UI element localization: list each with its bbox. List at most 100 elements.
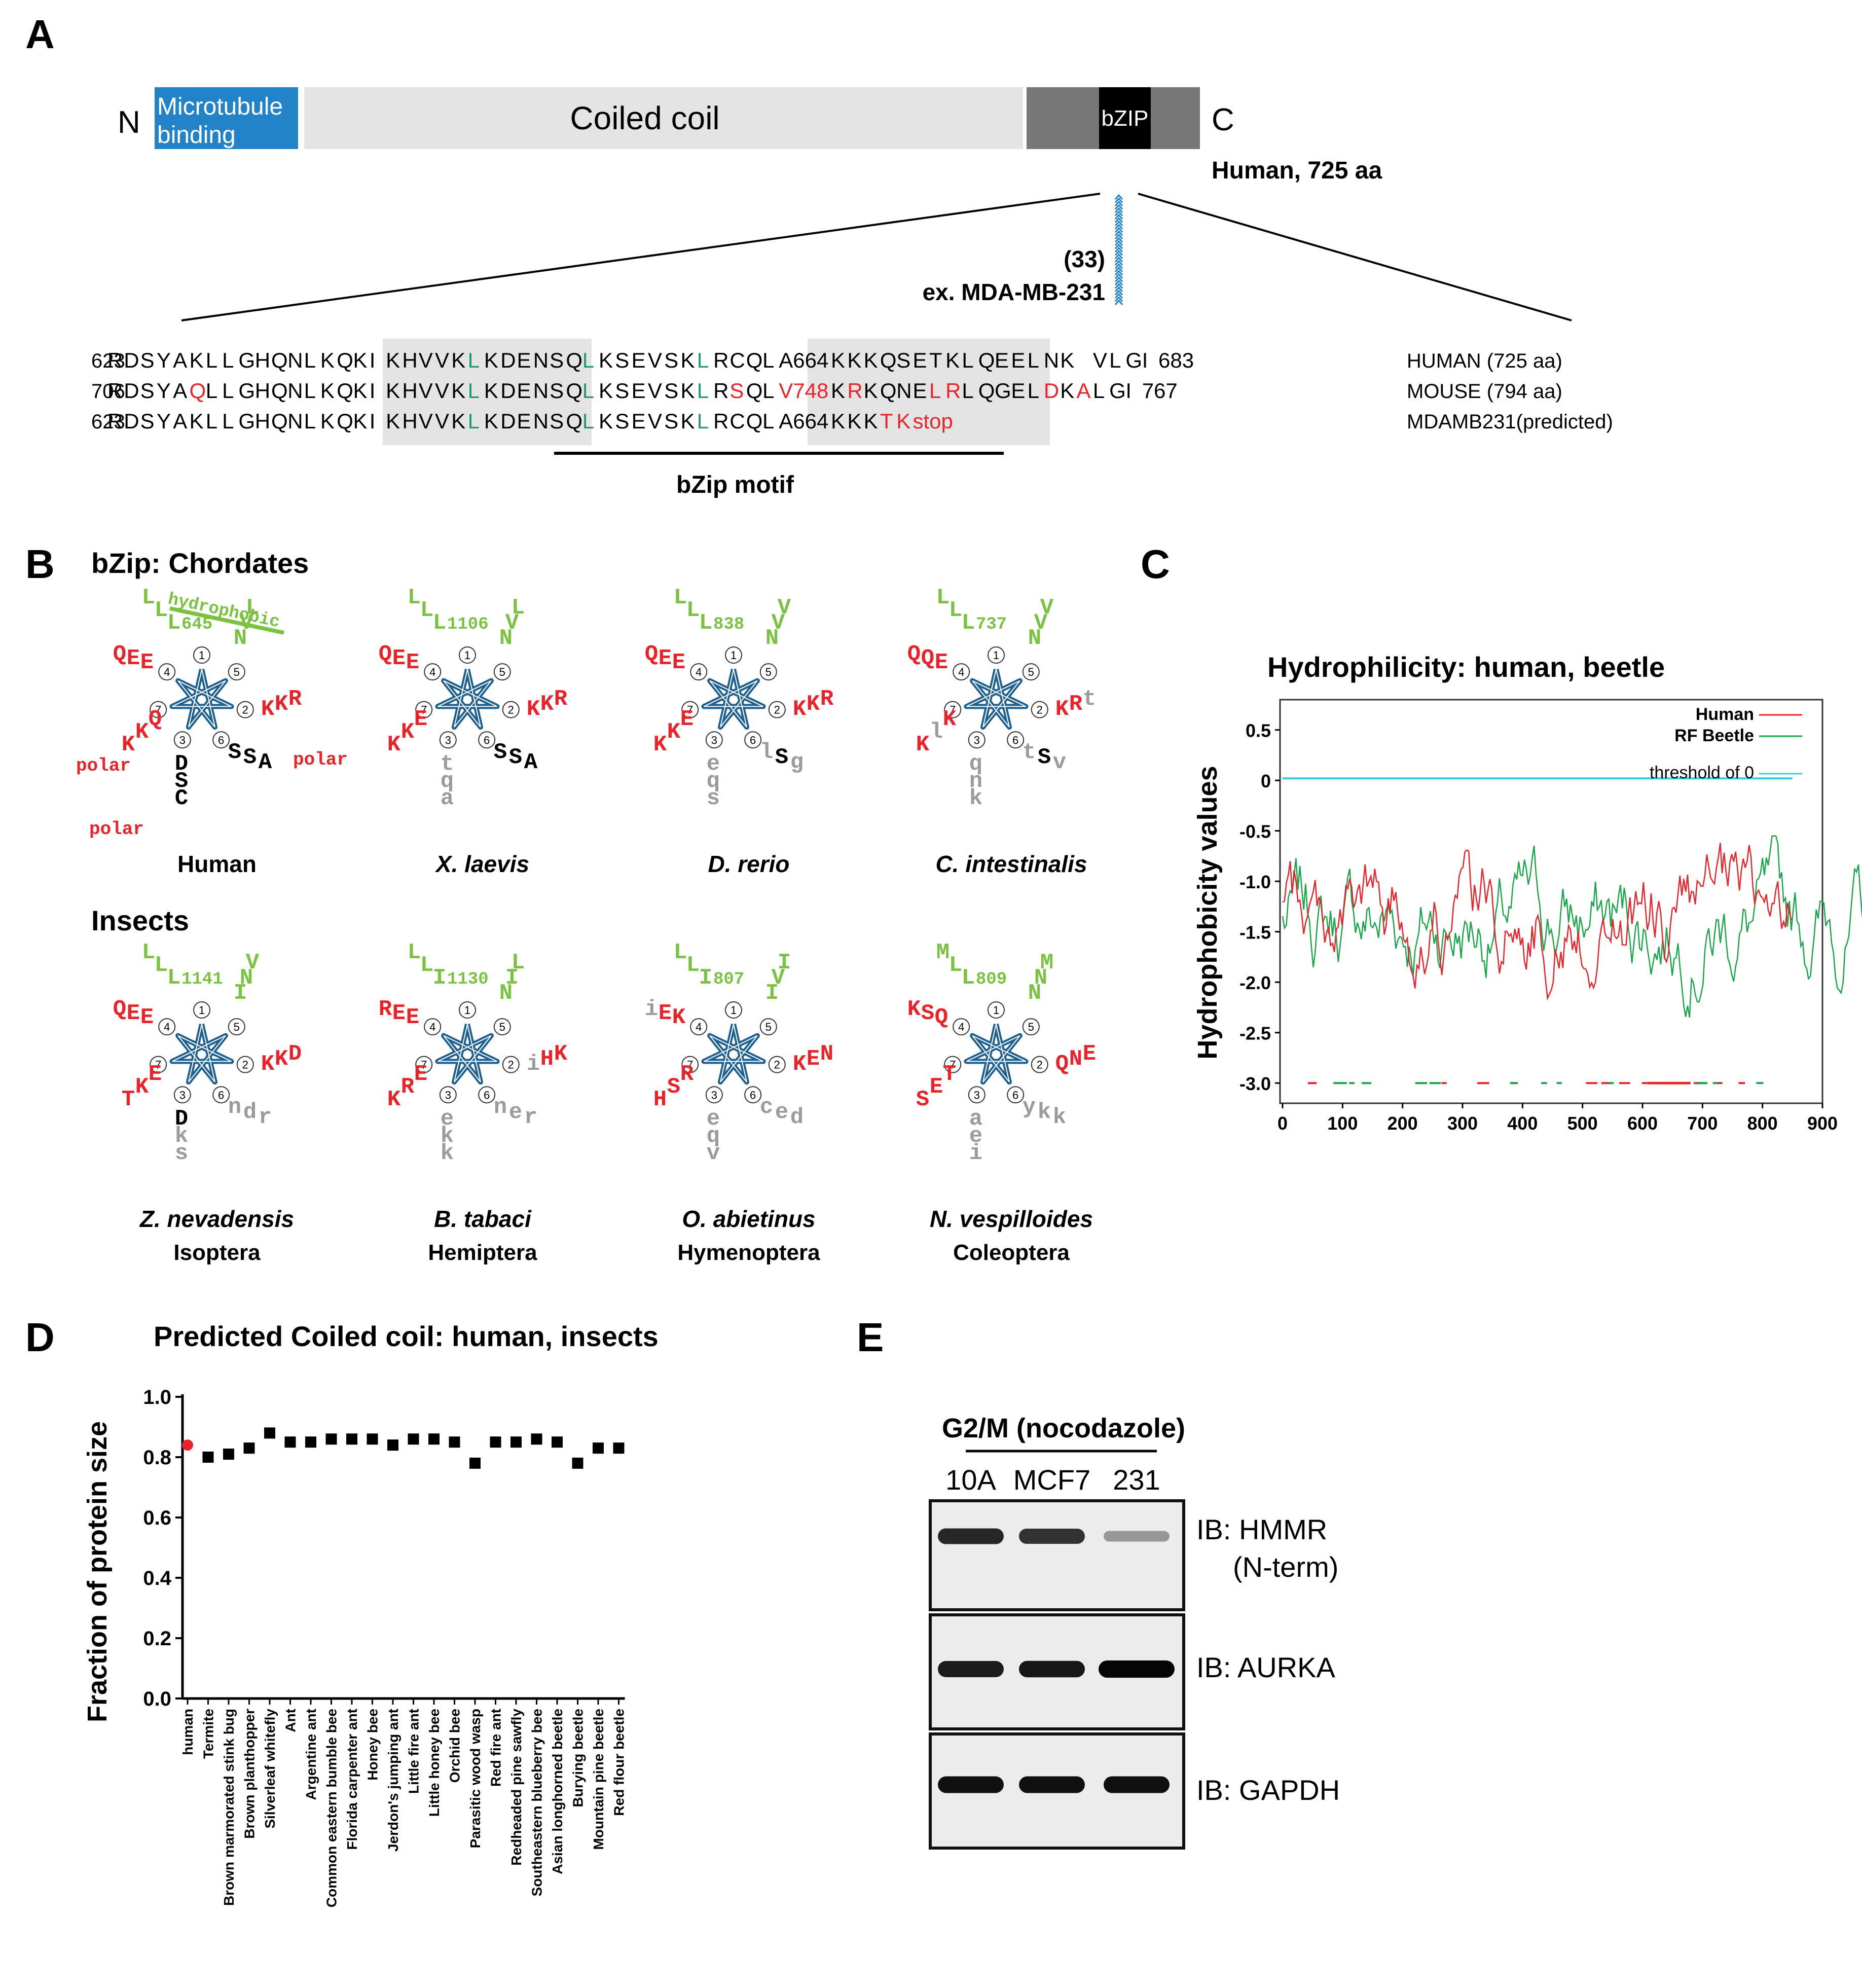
seq-residue: L — [962, 379, 973, 403]
seq-residue: N — [1044, 348, 1059, 372]
microtubule-label-1: Microtubule — [157, 93, 283, 120]
chart-d-point — [613, 1442, 625, 1454]
heptad-position-number: 2 — [508, 1059, 514, 1071]
seq-residue: Q — [746, 409, 763, 433]
seq-residue: K — [847, 409, 861, 433]
seq-residue: K — [484, 409, 498, 433]
heptad-position-circle — [193, 1001, 210, 1019]
seq-residue: N — [533, 409, 549, 433]
seq-residue: K — [353, 379, 368, 403]
heptad-position-number: 6 — [750, 734, 756, 746]
wheel-residue: Q — [113, 997, 126, 1022]
mutation-arrow — [1114, 240, 1123, 246]
heptad-position-number: 5 — [499, 1021, 505, 1033]
mutation-arrow — [1114, 257, 1123, 263]
chart-d-plot: 1.0 0.8 0.6 0.4 0.2 0.0 human Termite Brown marm… — [143, 1386, 627, 1907]
seq-residue: Q — [337, 348, 353, 372]
wheel-residue: L — [674, 585, 687, 610]
heptad-position-circle — [424, 1018, 442, 1036]
wheel-residue: D — [175, 751, 188, 777]
seq-residue: E — [632, 409, 646, 433]
mutation-arrow — [1114, 213, 1123, 220]
heptad-position-circle — [768, 701, 786, 718]
wheel-residue: L — [686, 953, 700, 978]
heptad-position-circle — [705, 1086, 723, 1104]
wheel-residue: S — [921, 1001, 934, 1026]
heptad-position-number: 2 — [774, 1059, 780, 1071]
seq-row-label: MOUSE (794 aa) — [1407, 380, 1562, 403]
helix-path — [964, 668, 1029, 730]
helix-path-inner — [437, 1024, 497, 1082]
wheel-residue: E — [659, 1001, 672, 1026]
wheel-residue: S — [1038, 745, 1051, 770]
seq-start-number: 706 — [91, 380, 125, 403]
mutation-arrow — [1114, 290, 1123, 296]
chart-d-point — [264, 1427, 275, 1439]
heptad-position-circle — [968, 1086, 985, 1104]
wheel-residue: i — [969, 1141, 982, 1166]
heptad-position-circle — [173, 1086, 191, 1104]
seq-residue: E — [517, 379, 531, 403]
seq-residue: V748 — [779, 379, 828, 403]
seq-residue: L — [582, 379, 594, 403]
helix-path — [701, 1023, 766, 1085]
mutation-arrow — [1114, 293, 1123, 299]
wheel-residue: K — [135, 1074, 149, 1100]
wheel-residue: R — [1069, 692, 1083, 717]
seq-residue: H — [255, 409, 270, 433]
chart-d-point-human — [182, 1439, 193, 1451]
wheel-residue: V — [240, 610, 253, 636]
seq-row-label: MDAMB231(predicted) — [1407, 411, 1613, 433]
legend-threshold: threshold of 0 — [1650, 763, 1754, 782]
wheel-residue: s — [175, 1141, 188, 1166]
wheel-residue: L — [949, 953, 962, 978]
seq-residue: L — [304, 409, 316, 433]
chart-d-point — [593, 1442, 604, 1454]
heptad-position-circle — [439, 1086, 457, 1104]
chart-c-xtick-label: 900 — [1807, 1113, 1838, 1134]
chart-d-point — [510, 1436, 522, 1448]
seq-residue: T — [929, 348, 942, 372]
heptad-position-number: 1 — [464, 649, 470, 662]
seq-residue: L — [1093, 379, 1105, 403]
chart-d-category-label: Asian longhorned beetle — [550, 1709, 565, 1874]
wheel-residue: S — [667, 1074, 680, 1100]
wheel-residue: e — [509, 1100, 522, 1125]
seq-residue: K — [864, 348, 878, 372]
seq-residue: N — [287, 409, 303, 433]
wheel-residue: i — [527, 1052, 540, 1077]
heptad-position-number: 5 — [765, 666, 772, 678]
chart-d-category-label: Red fire ant — [488, 1709, 504, 1787]
species-length-note: Human, 725 aa — [1212, 157, 1382, 184]
seq-residue: K — [599, 348, 613, 372]
heptad-position-circle — [150, 1056, 167, 1073]
seq-residue: Q — [271, 348, 288, 372]
seq-residue: G — [1109, 379, 1126, 403]
heptad-position-number: 4 — [958, 666, 964, 678]
wheel-residue: N — [1034, 965, 1047, 991]
seq-residue: K — [451, 348, 465, 372]
seq-residue: N — [287, 379, 303, 403]
wheel-residue: I — [433, 965, 446, 991]
seq-residue: L — [206, 348, 217, 372]
seq-residue: L — [468, 409, 480, 433]
seq-residue: Y — [157, 409, 171, 433]
chart-d-point — [284, 1436, 296, 1448]
wheel-residue: E — [406, 650, 419, 675]
seq-residue: D — [500, 348, 516, 372]
wheel-residue: R — [379, 997, 392, 1022]
blot-frame — [929, 1499, 1185, 1611]
wheel-residue: k — [441, 1141, 454, 1166]
seq-residue: R — [713, 379, 728, 403]
wheel-residue: N — [499, 626, 513, 651]
seq-residue: V — [435, 379, 449, 403]
wheel-residue: N — [240, 965, 253, 991]
seq-residue: I — [370, 409, 376, 433]
chart-d-ylabel: Fraction of protein size — [82, 1421, 113, 1722]
wheel-residue: E — [807, 1046, 820, 1072]
panel-c-label: C — [1141, 541, 1170, 587]
seq-residue: L — [582, 409, 594, 433]
wheel-residue-number: 1130 — [447, 970, 489, 989]
seq-residue: H — [402, 348, 417, 372]
